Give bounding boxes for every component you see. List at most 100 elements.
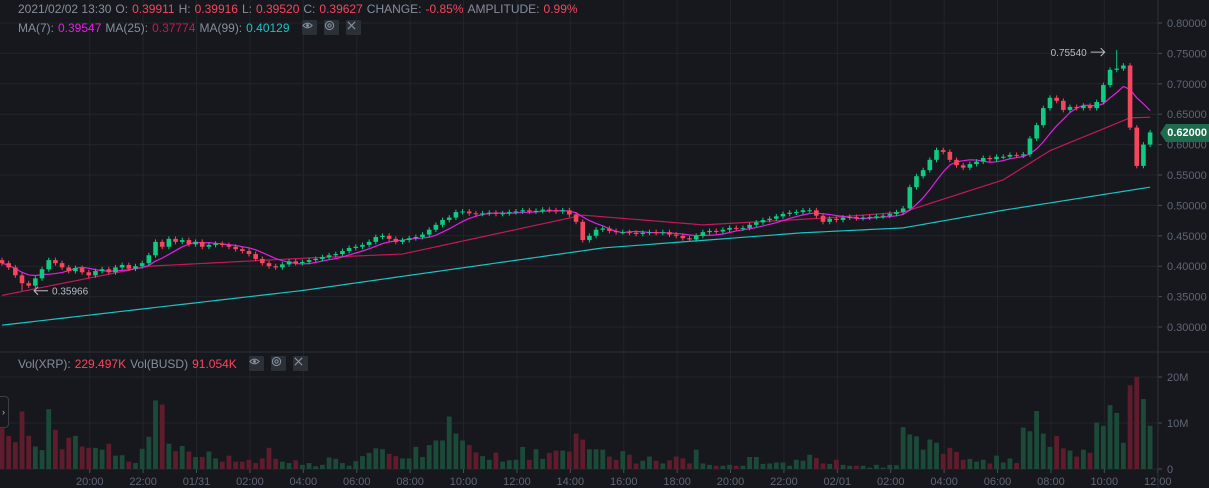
volume-bar [707, 464, 712, 469]
volume-bar [500, 461, 506, 469]
volume-bar [286, 463, 292, 469]
vol-close-button[interactable] [292, 356, 308, 371]
candle-up [440, 219, 445, 225]
volume-bar [193, 457, 198, 469]
volume-bar [934, 442, 939, 469]
candle-up [1027, 138, 1033, 155]
volume-bar [366, 452, 372, 469]
time-tick-label: 14:00 [557, 476, 585, 488]
volume-bar [426, 445, 432, 469]
volume-bar [974, 461, 979, 469]
amplitude-label: AMPLITUDE: [467, 2, 540, 16]
volume-bar [1000, 462, 1006, 469]
candle-up [400, 240, 405, 242]
candle-down [186, 240, 192, 245]
volume-bar [39, 450, 45, 469]
volume-bar [153, 400, 158, 469]
volume-bar [900, 427, 906, 469]
volume-bar [1127, 385, 1133, 469]
candle-down [613, 230, 619, 233]
candle-down [1061, 100, 1066, 110]
candle-up [700, 232, 706, 236]
volume-bar [46, 409, 52, 469]
time-tick-label: 01/31 [183, 476, 211, 488]
volume-bar [546, 452, 552, 469]
high-value: 0.39916 [194, 2, 238, 16]
volume-bar [1007, 458, 1013, 469]
volume-bar [980, 459, 986, 469]
candle-down [680, 235, 686, 239]
time-tick-label: 22:00 [129, 476, 157, 488]
price-tick-label: 0.40000 [1167, 261, 1207, 273]
candle-down [293, 261, 298, 264]
volume-bar [787, 465, 793, 469]
candle-up [860, 217, 866, 219]
open-label: O: [115, 2, 129, 16]
candle-up [994, 156, 999, 160]
price-tick-label: 0.30000 [1167, 322, 1207, 334]
candle-down [233, 246, 238, 250]
settings-icon [271, 356, 281, 367]
candle-up [139, 263, 145, 267]
volume-bar [1034, 411, 1040, 469]
expand-sidebar-button[interactable]: › [0, 396, 9, 428]
volume-bar [627, 454, 632, 469]
candle-up [720, 229, 726, 232]
volume-bar [887, 464, 893, 469]
candle-up [587, 235, 592, 241]
ohlc-legend: 2021/02/02 13:30 O: 0.39911 H: 0.39916 L: 0… [18, 2, 578, 16]
volume-bar [793, 459, 799, 469]
candle-up [847, 216, 853, 218]
volume-bar [553, 450, 559, 469]
volume-bar [947, 447, 953, 469]
eye-icon [248, 358, 260, 365]
price-tick-label: 0.60000 [1167, 140, 1207, 152]
price-tick-label: 0.80000 [1167, 18, 1207, 30]
candle-up [660, 232, 666, 234]
volume-bar [1060, 448, 1066, 469]
low-label: L: [241, 2, 252, 16]
volume-bar [807, 454, 813, 469]
candle-up [346, 247, 352, 251]
candle-up [33, 278, 38, 286]
ma-visibility-button[interactable] [301, 20, 317, 35]
candle-down [940, 150, 946, 152]
ma25-line [1, 116, 1151, 296]
ma-settings-button[interactable] [323, 20, 339, 35]
volume-bar [353, 461, 359, 469]
vol-busd-label: Vol(BUSD) [130, 356, 189, 371]
volume-bar [720, 465, 726, 469]
candle-up [113, 267, 118, 273]
volume-legend: Vol(XRP): 229.497K Vol(BUSD) 91.054K [18, 356, 308, 371]
candle-up [286, 261, 292, 265]
candle-down [713, 230, 719, 232]
candle-down [246, 251, 252, 255]
candle-up [980, 157, 986, 162]
close-value: 0.39627 [319, 2, 363, 16]
price-tick-label: 0.50000 [1167, 200, 1207, 212]
vol-busd-value: 91.054K [192, 356, 237, 371]
ma-close-button[interactable] [345, 20, 361, 35]
candle-down [947, 151, 953, 160]
candle-up [760, 219, 766, 223]
volume-bar [299, 464, 305, 469]
candle-up [620, 232, 626, 234]
candle-down [627, 232, 632, 234]
candle-up [907, 187, 913, 209]
vol-visibility-button[interactable] [248, 356, 264, 371]
candle-down [527, 210, 532, 212]
candle-up [446, 217, 452, 220]
candle-down [547, 209, 552, 211]
candle-down [393, 238, 399, 242]
candle-up [280, 264, 285, 268]
high-label: H: [178, 2, 191, 16]
candle-up [39, 269, 45, 279]
candle-up [1141, 144, 1146, 166]
volume-bar [600, 449, 606, 469]
change-value: -0.85% [425, 2, 464, 16]
candle-up [213, 243, 218, 245]
time-tick-label: 06:00 [984, 476, 1012, 488]
vol-settings-button[interactable] [270, 356, 286, 371]
candle-up [880, 215, 886, 217]
